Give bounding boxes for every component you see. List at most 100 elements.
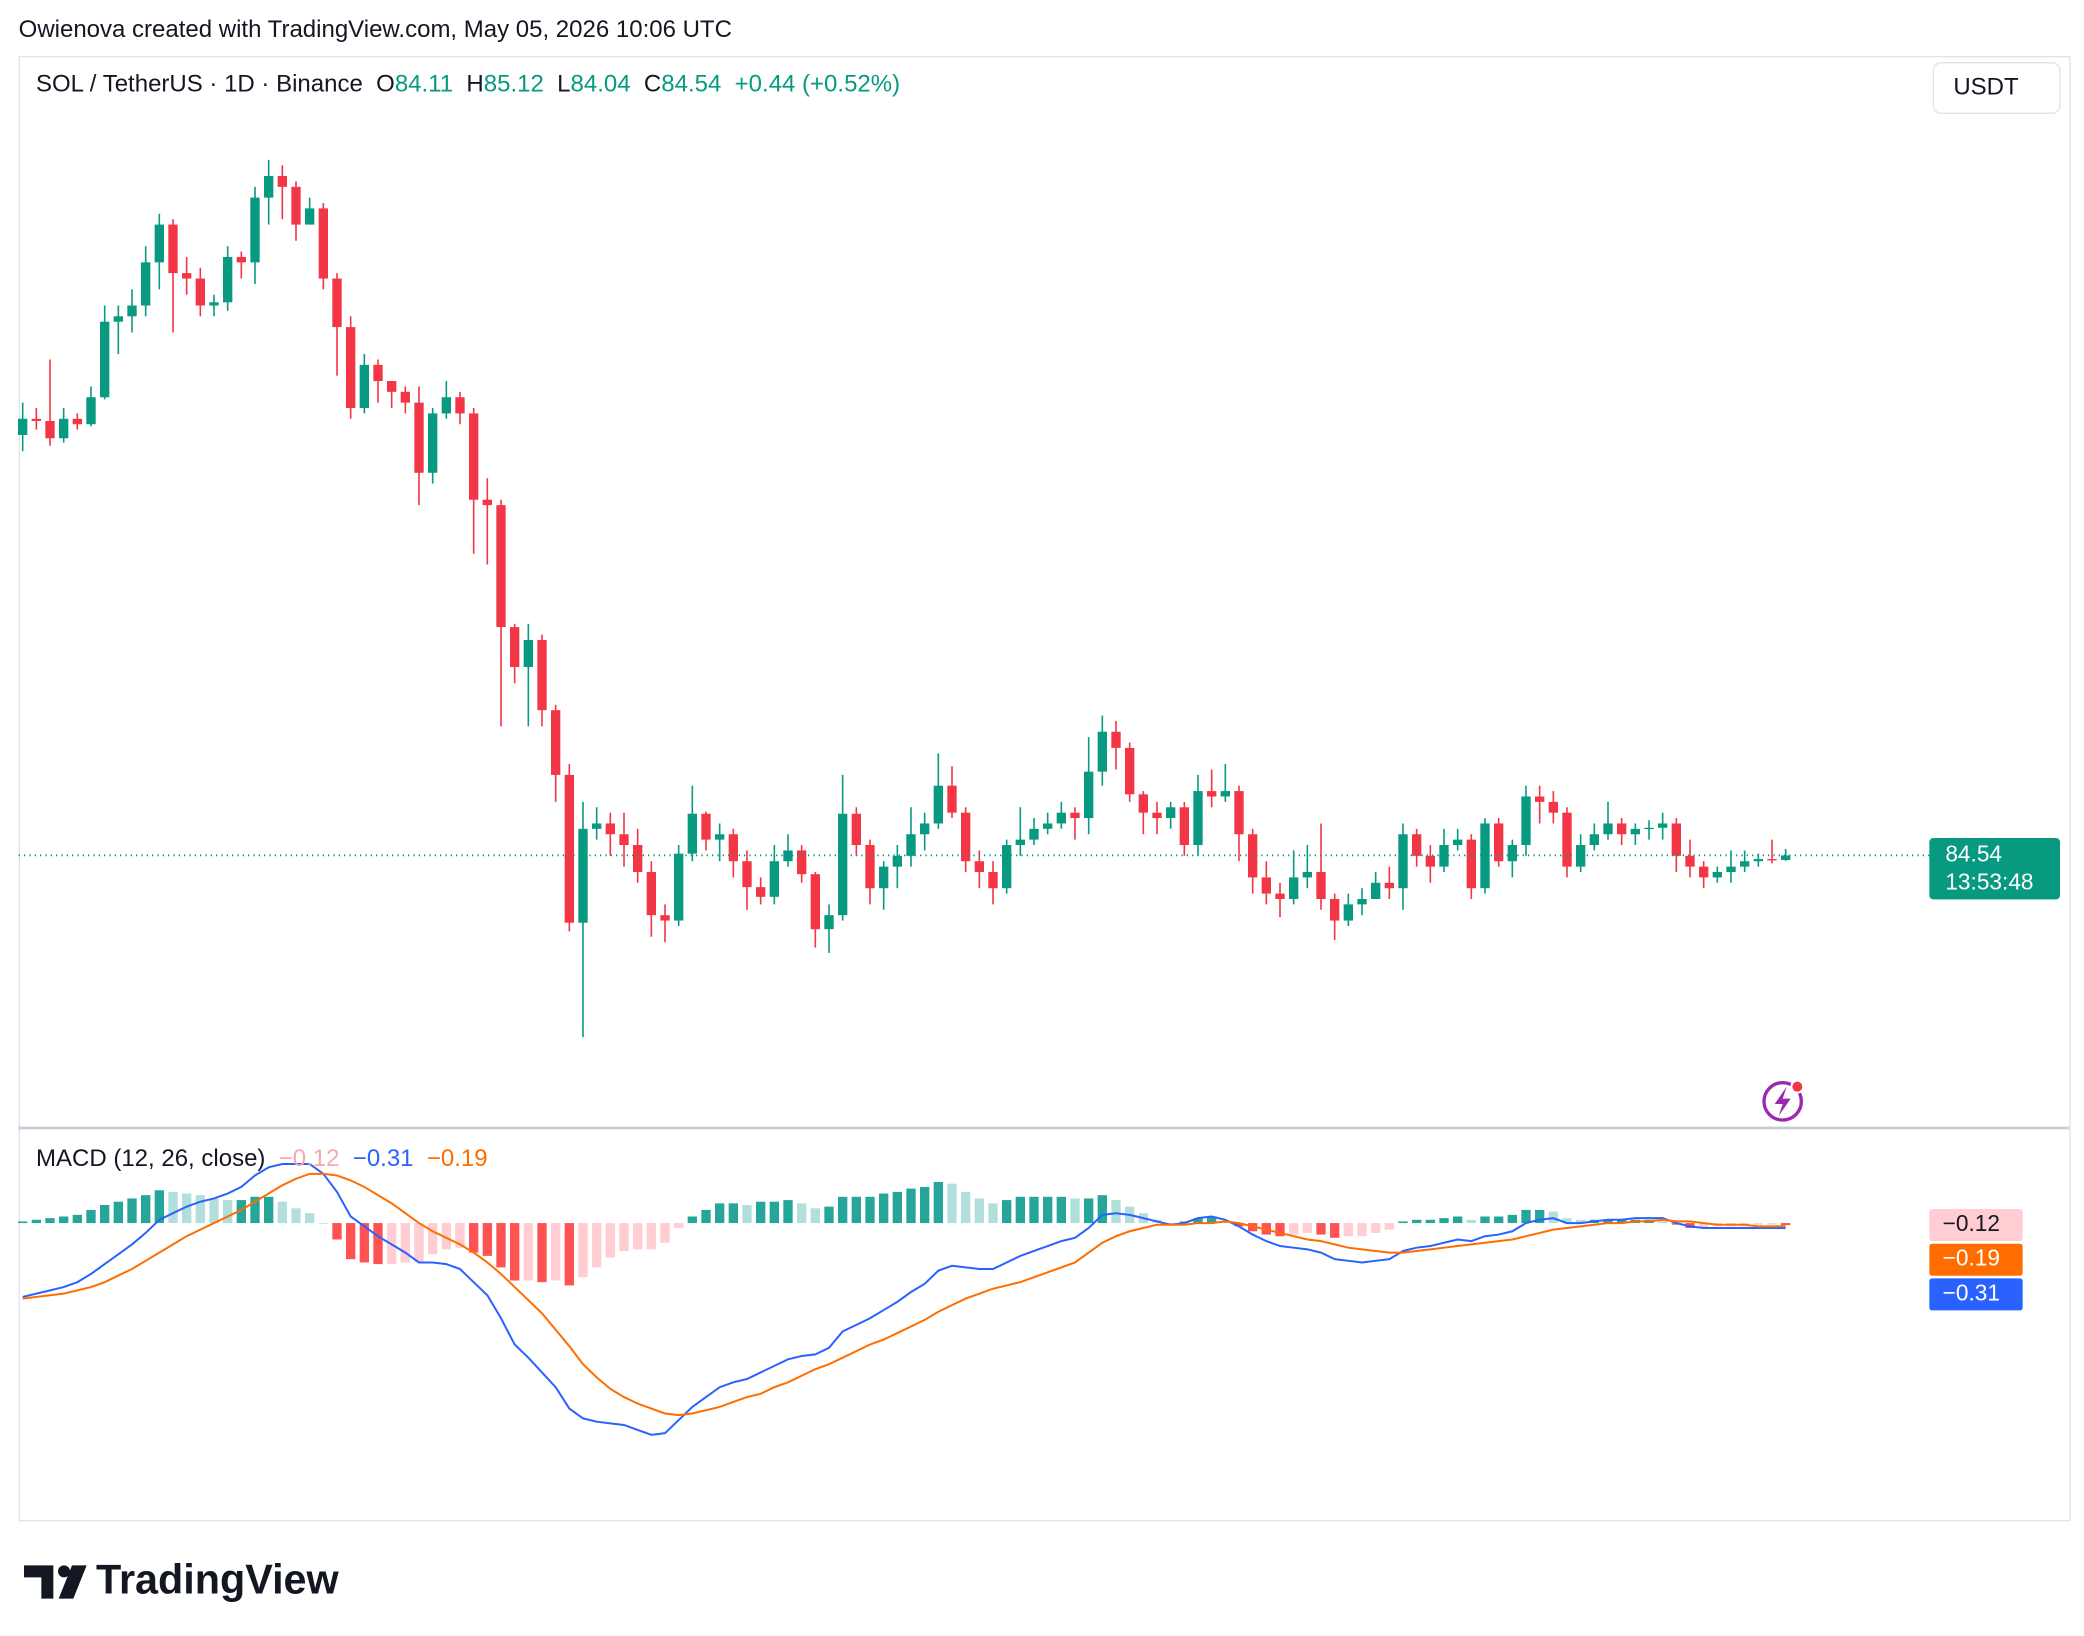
candle-body <box>59 418 69 439</box>
histogram-bar <box>100 1205 110 1224</box>
candle-body <box>660 915 670 921</box>
histogram-bar <box>838 1196 848 1224</box>
candle-body <box>892 855 902 867</box>
candle-body <box>209 302 219 306</box>
change-value: +0.44 (+0.52%) <box>735 71 900 98</box>
candle-body <box>318 208 328 279</box>
candle-body <box>1357 898 1367 905</box>
candle-body <box>1453 839 1463 846</box>
candle-body <box>1466 839 1476 889</box>
candle-body <box>1521 796 1531 846</box>
alert-icon-bolt[interactable] <box>1774 1086 1791 1116</box>
histogram-bar <box>1658 1221 1668 1224</box>
histogram-bar <box>619 1223 629 1251</box>
histogram-bar <box>305 1213 315 1224</box>
histogram-bar <box>1425 1219 1435 1224</box>
symbol: SOL / TetherUS · 1D · Binance <box>36 71 363 98</box>
candle-body <box>277 176 287 187</box>
candle-body <box>1056 812 1066 824</box>
candle-body <box>195 278 205 306</box>
alert-icon-dot[interactable] <box>1790 1079 1805 1094</box>
candle-body <box>1166 807 1176 819</box>
alert-icon[interactable] <box>1762 1079 1805 1122</box>
histogram-bar <box>742 1205 752 1224</box>
candle-body <box>1480 823 1490 889</box>
histogram-bar <box>441 1223 451 1250</box>
currency-button-box[interactable] <box>1932 62 2061 114</box>
candle-body <box>1425 855 1435 867</box>
histogram-bar <box>1699 1223 1709 1228</box>
candle-body <box>373 364 383 382</box>
candle-body <box>523 640 533 667</box>
brand-logo: TradingView <box>24 1557 340 1603</box>
histogram-bar <box>346 1223 356 1260</box>
histogram-bar <box>1111 1200 1121 1224</box>
candle-body <box>414 402 424 473</box>
candle-body <box>45 420 55 439</box>
signal-line <box>22 1172 1786 1417</box>
histogram-bar <box>605 1223 615 1258</box>
histogram-bar <box>72 1214 82 1224</box>
candle-body <box>291 186 301 225</box>
histogram-bar <box>1398 1221 1408 1224</box>
histogram-bar <box>578 1223 588 1278</box>
histogram-bar <box>892 1191 902 1224</box>
candle-body <box>1330 898 1340 921</box>
histogram-bar <box>1412 1219 1422 1224</box>
candle-body <box>1234 791 1244 835</box>
histogram-bar <box>113 1201 123 1224</box>
signal-last-tag: −0.19 <box>1943 1245 2000 1271</box>
candle-body <box>1316 872 1326 899</box>
histogram-bar <box>1535 1209 1545 1224</box>
candle-body <box>1589 834 1599 846</box>
histogram-bar <box>400 1223 410 1263</box>
candle-body <box>1535 796 1545 802</box>
candle-body <box>1207 791 1217 797</box>
signal-last-tag-box <box>1929 1243 2023 1276</box>
candle-body <box>469 413 479 500</box>
histogram-bar <box>223 1200 233 1224</box>
currency-label[interactable]: USDT <box>1953 73 2019 100</box>
histogram-bar <box>18 1221 28 1224</box>
histogram-bar <box>1562 1218 1572 1224</box>
histogram-bar <box>373 1223 383 1265</box>
histogram-bar <box>1357 1223 1367 1237</box>
candle-body <box>1070 812 1080 819</box>
candle-body <box>1398 834 1408 889</box>
candle-body <box>168 224 178 274</box>
candle-body <box>113 316 123 322</box>
open-value: 84.11 <box>395 71 453 98</box>
histogram-bar <box>1781 1223 1791 1226</box>
candle-body <box>141 262 151 306</box>
histogram-bar <box>1056 1196 1066 1224</box>
candle-body <box>510 627 520 667</box>
histogram-bar <box>592 1223 602 1268</box>
histogram-bar <box>810 1208 820 1224</box>
candle-body <box>1043 823 1053 829</box>
histogram-bar <box>1275 1223 1285 1237</box>
candle-body <box>633 845 643 873</box>
candle-body <box>961 812 971 862</box>
histogram-bar <box>482 1223 492 1256</box>
candle-body <box>974 861 984 873</box>
histogram-bar <box>1384 1223 1394 1230</box>
histogram-bar <box>906 1188 916 1224</box>
histogram-bar <box>797 1203 807 1224</box>
macd-title: MACD (12, 26, close) <box>36 1145 265 1172</box>
histogram-bar <box>1330 1223 1340 1238</box>
currency-button[interactable]: USDT <box>1932 62 2061 114</box>
histogram-bar <box>551 1223 561 1281</box>
histogram-bar <box>851 1196 861 1224</box>
histogram-bar <box>783 1200 793 1224</box>
candle-body <box>1726 866 1736 873</box>
candle-body <box>1562 812 1572 867</box>
histogram-bar <box>865 1196 875 1224</box>
macd-legend: MACD (12, 26, close) −0.12 −0.31 −0.19 <box>36 1145 488 1172</box>
candle-body <box>1125 747 1135 795</box>
candle-body <box>865 845 875 889</box>
candle-body <box>797 850 807 875</box>
histogram-bar <box>428 1223 438 1255</box>
histogram-bar <box>1302 1223 1312 1233</box>
histogram-bar <box>209 1198 219 1224</box>
